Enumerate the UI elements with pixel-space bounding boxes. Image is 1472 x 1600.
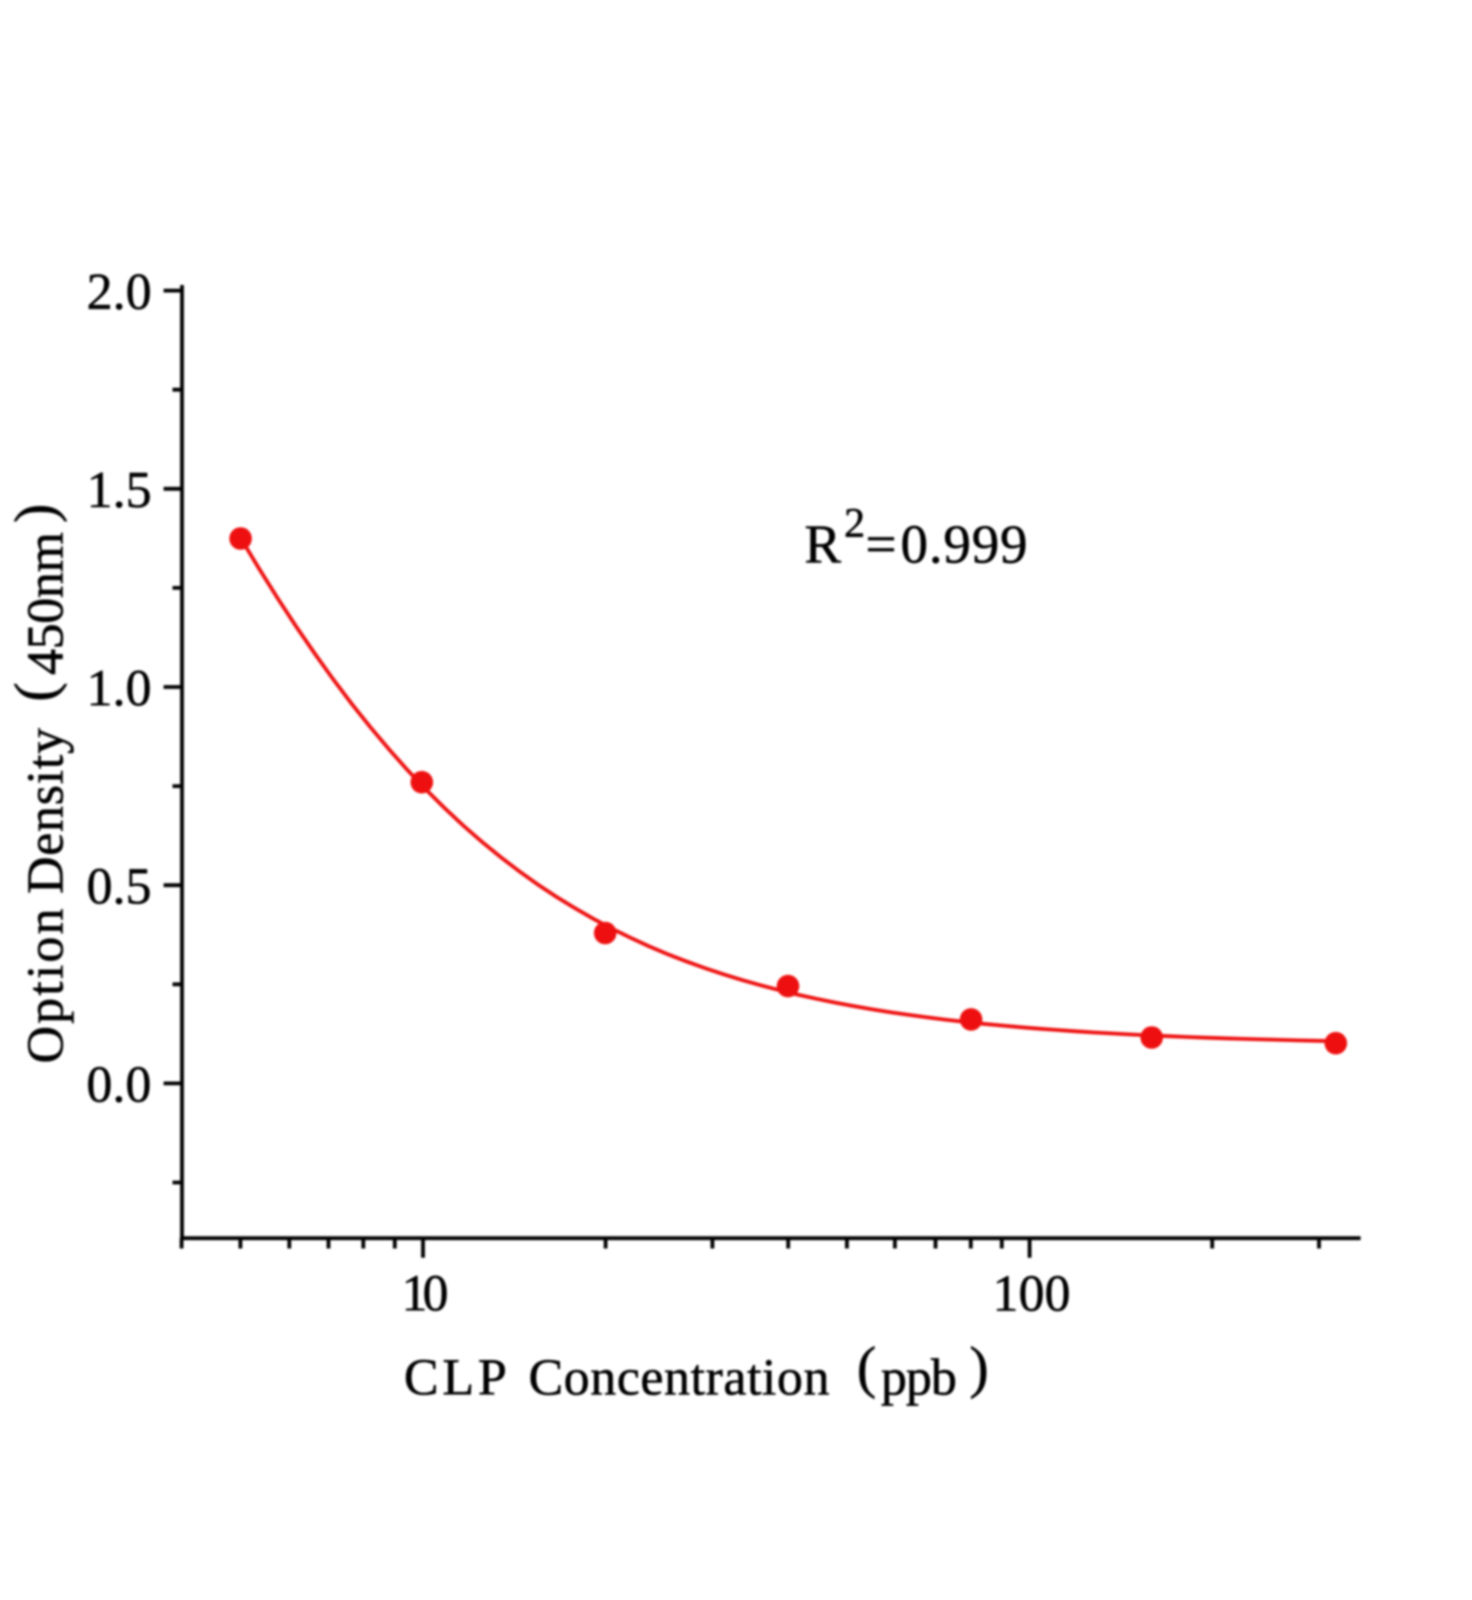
svg-text:100: 100 [992,1266,1070,1323]
svg-text:0.999: 0.999 [901,514,1028,575]
svg-text:450nm: 450nm [18,532,75,675]
svg-text:2.0: 2.0 [87,264,152,321]
svg-text:CLP: CLP [404,1349,507,1406]
svg-text:1.5: 1.5 [87,462,152,519]
svg-text:Density: Density [18,728,75,894]
svg-text:): ) [969,1335,988,1400]
svg-text:1.0: 1.0 [87,660,152,717]
svg-text:10: 10 [402,1265,449,1322]
svg-text:=: = [866,514,897,575]
svg-text:ppb: ppb [881,1350,957,1407]
svg-text:R: R [804,514,841,575]
svg-text:0.0: 0.0 [86,1057,151,1114]
svg-text:Concentration: Concentration [528,1349,829,1406]
svg-text:(: ( [3,682,68,701]
svg-text:(: ( [857,1335,876,1400]
svg-text:): ) [3,504,68,523]
svg-text:Option: Option [18,909,75,1064]
svg-text:0.5: 0.5 [86,858,151,915]
